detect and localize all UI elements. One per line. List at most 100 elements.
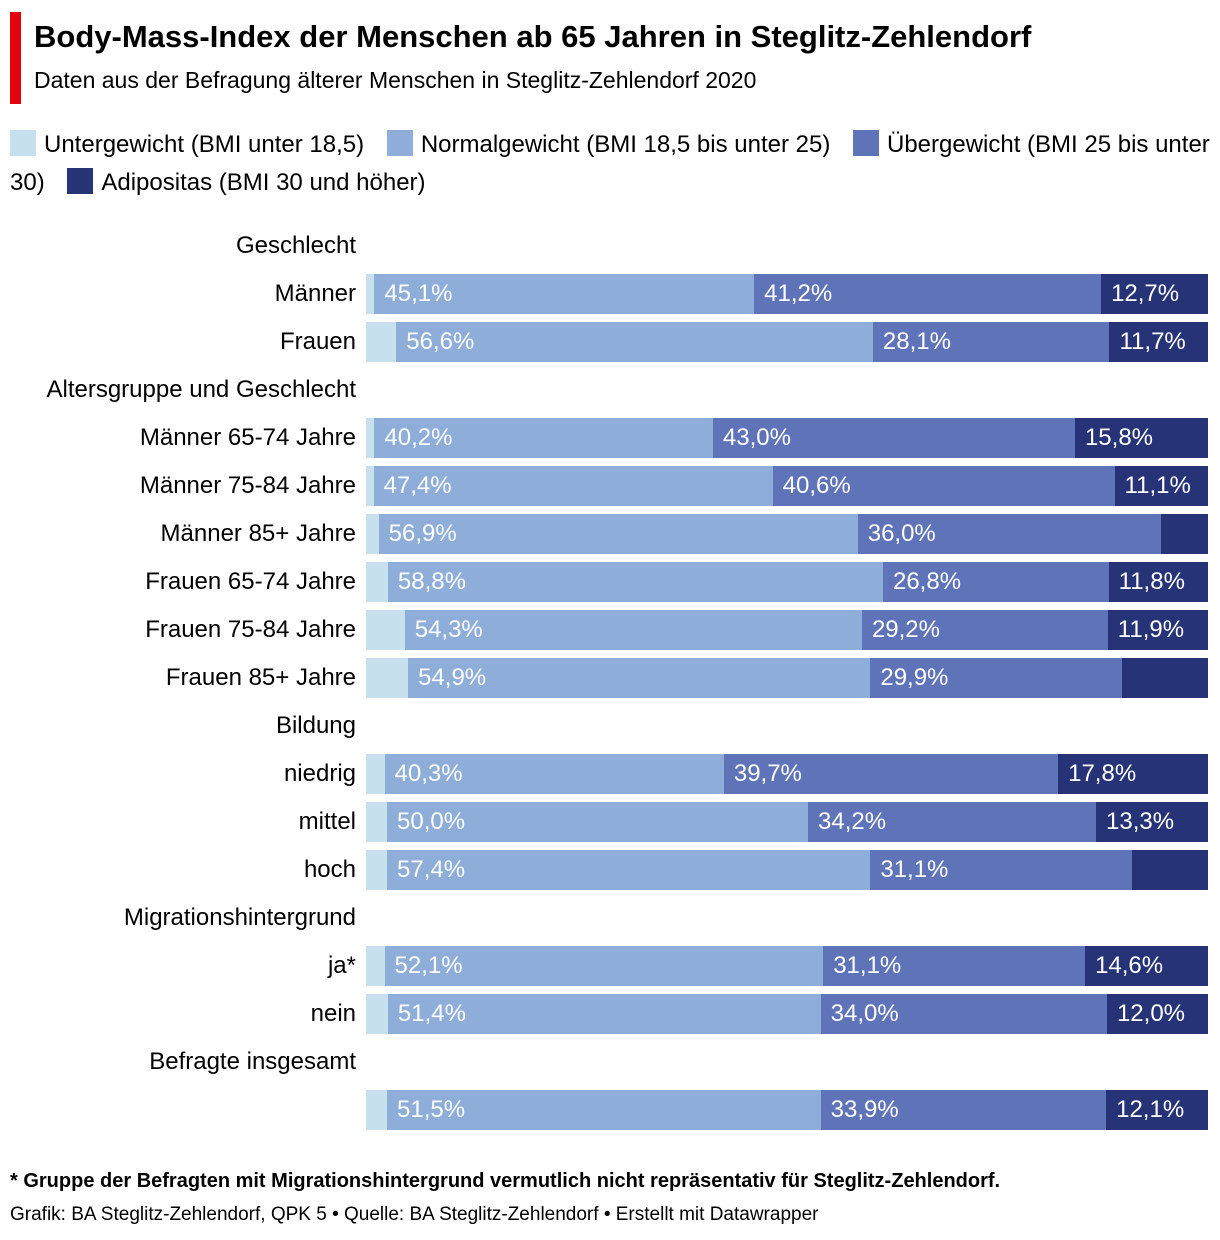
row-label-mittel: mittel bbox=[298, 808, 356, 835]
bar-maenner-75-84-jahre-uebergewicht bbox=[772, 466, 1115, 506]
row-label-maenner: Männer bbox=[274, 280, 356, 307]
bar-insgesamt-normalgewicht bbox=[387, 1090, 821, 1130]
bar-maenner-85-jahre-uebergewicht bbox=[857, 514, 1161, 554]
row-label-niedrig: niedrig bbox=[283, 760, 356, 787]
row-label-hoch: hoch bbox=[303, 856, 356, 883]
bar-label-insgesamt-adipositas: 12,1% bbox=[1116, 1096, 1185, 1123]
bar-frauen-75-84-jahre-adipositas bbox=[1107, 610, 1208, 650]
bar-frauen-85-jahre-untergewicht bbox=[366, 658, 409, 698]
legend-label-uebergewicht: Übergewicht (BMI 25 bis unter 30) bbox=[10, 131, 1210, 196]
bar-label-frauen-75-84-jahre-adipositas: 11,9% bbox=[1117, 616, 1185, 643]
bar-frauen-normalgewicht bbox=[396, 322, 873, 362]
bar-nein-adipositas bbox=[1106, 994, 1208, 1034]
bar-label-maenner-65-74-jahre-uebergewicht: 43,0% bbox=[722, 424, 791, 451]
legend-label-normalgewicht: Normalgewicht (BMI 18,5 bis unter 25) bbox=[420, 131, 831, 158]
bar-label-ja-uebergewicht: 31,1% bbox=[833, 952, 902, 979]
bar-frauen-65-74-jahre-uebergewicht bbox=[882, 562, 1109, 602]
bar-label-mittel-normalgewicht: 50,0% bbox=[397, 808, 466, 835]
bar-label-nein-adipositas: 12,0% bbox=[1116, 1000, 1186, 1027]
bar-mittel-normalgewicht bbox=[387, 802, 809, 842]
bar-frauen-75-84-jahre-uebergewicht bbox=[861, 610, 1108, 650]
legend-swatch-normalgewicht bbox=[386, 130, 413, 156]
bar-label-maenner-65-74-jahre-adipositas: 15,8% bbox=[1084, 424, 1154, 451]
chart-subtitle: Daten aus der Befragung älterer Menschen… bbox=[34, 67, 757, 93]
legend-item-uebergewicht: Übergewicht (BMI 25 bis unter 30) bbox=[10, 130, 1210, 196]
bar-maenner-85-jahre-adipositas bbox=[1160, 514, 1208, 554]
bar-label-frauen-85-jahre-normalgewicht: 54,9% bbox=[418, 664, 487, 691]
bar-label-niedrig-uebergewicht: 39,7% bbox=[733, 760, 802, 787]
bar-label-frauen-65-74-jahre-uebergewicht: 26,8% bbox=[892, 568, 962, 595]
bar-niedrig-uebergewicht bbox=[723, 754, 1059, 794]
legend-swatch-untergewicht bbox=[10, 130, 36, 156]
bar-frauen-65-74-jahre-normalgewicht bbox=[387, 562, 883, 602]
legend-label-adipositas: Adipositas (BMI 30 und höher) bbox=[101, 169, 426, 196]
row-label-frauen-75-84-jahre: Frauen 75-84 Jahre bbox=[145, 616, 356, 643]
bar-ja-uebergewicht bbox=[823, 946, 1086, 986]
bar-label-frauen-75-84-jahre-normalgewicht: 54,3% bbox=[414, 616, 483, 643]
legend-label-untergewicht: Untergewicht (BMI unter 18,5) bbox=[44, 131, 365, 158]
bar-label-maenner-85-jahre-uebergewicht: 36,0% bbox=[867, 520, 936, 547]
bar-label-insgesamt-uebergewicht: 33,9% bbox=[830, 1096, 899, 1123]
bar-label-nein-uebergewicht: 34,0% bbox=[830, 1000, 899, 1027]
bar-label-frauen-normalgewicht: 56,6% bbox=[406, 328, 475, 355]
bar-label-hoch-normalgewicht: 57,4% bbox=[397, 856, 466, 883]
row-label-frauen-85-jahre: Frauen 85+ Jahre bbox=[165, 664, 356, 691]
bar-frauen-75-84-jahre-untergewicht bbox=[366, 610, 405, 650]
row-label-nein: nein bbox=[310, 1000, 356, 1027]
bar-mittel-untergewicht bbox=[366, 802, 388, 842]
bar-maenner-adipositas bbox=[1101, 274, 1208, 314]
bar-label-maenner-75-84-jahre-uebergewicht: 40,6% bbox=[782, 472, 851, 499]
bar-mittel-adipositas bbox=[1096, 802, 1208, 842]
bar-niedrig-adipositas bbox=[1058, 754, 1208, 794]
bar-frauen-adipositas bbox=[1109, 322, 1208, 362]
row-label-maenner-75-84-jahre: Männer 75-84 Jahre bbox=[139, 472, 356, 499]
legend-swatch-uebergewicht bbox=[852, 130, 879, 156]
bar-label-frauen-65-74-jahre-normalgewicht: 58,8% bbox=[397, 568, 466, 595]
row-label-frauen: Frauen bbox=[279, 328, 356, 355]
bar-label-maenner-85-jahre-normalgewicht: 56,9% bbox=[388, 520, 457, 547]
bar-label-ja-normalgewicht: 52,1% bbox=[394, 952, 463, 979]
bar-label-maenner-adipositas: 12,7% bbox=[1111, 280, 1180, 307]
bar-frauen-65-74-jahre-untergewicht bbox=[366, 562, 388, 602]
bar-maenner-65-74-jahre-normalgewicht bbox=[374, 418, 713, 458]
bar-frauen-85-jahre-normalgewicht bbox=[408, 658, 871, 698]
legend-swatch-adipositas bbox=[67, 168, 94, 194]
bar-maenner-85-jahre-untergewicht bbox=[366, 514, 379, 554]
bar-insgesamt-untergewicht bbox=[366, 1090, 388, 1130]
bar-ja-untergewicht bbox=[366, 946, 385, 986]
bar-label-frauen-adipositas: 11,7% bbox=[1119, 328, 1186, 355]
bar-hoch-adipositas bbox=[1132, 850, 1208, 890]
bar-label-maenner-75-84-jahre-normalgewicht: 47,4% bbox=[383, 472, 452, 499]
bar-frauen-uebergewicht bbox=[872, 322, 1110, 362]
bar-label-ja-adipositas: 14,6% bbox=[1095, 952, 1164, 979]
bar-label-maenner-normalgewicht: 45,1% bbox=[384, 280, 453, 307]
bar-label-frauen-75-84-jahre-uebergewicht: 29,2% bbox=[871, 616, 940, 643]
bar-maenner-75-84-jahre-normalgewicht bbox=[373, 466, 773, 506]
bar-nein-uebergewicht bbox=[820, 994, 1107, 1034]
bar-maenner-normalgewicht bbox=[374, 274, 755, 314]
bar-label-mittel-uebergewicht: 34,2% bbox=[818, 808, 887, 835]
bar-mittel-uebergewicht bbox=[808, 802, 1096, 842]
bar-label-mittel-adipositas: 13,3% bbox=[1106, 808, 1175, 835]
bar-hoch-uebergewicht bbox=[870, 850, 1133, 890]
bar-nein-normalgewicht bbox=[387, 994, 821, 1034]
bar-label-frauen-uebergewicht: 28,1% bbox=[882, 328, 951, 355]
bar-niedrig-normalgewicht bbox=[384, 754, 724, 794]
bar-label-maenner-65-74-jahre-normalgewicht: 40,2% bbox=[384, 424, 453, 451]
bar-label-niedrig-normalgewicht: 40,3% bbox=[394, 760, 463, 787]
bar-label-nein-normalgewicht: 51,4% bbox=[397, 1000, 466, 1027]
bar-insgesamt-adipositas bbox=[1106, 1090, 1208, 1130]
bar-hoch-untergewicht bbox=[366, 850, 388, 890]
bar-maenner-65-74-jahre-adipositas bbox=[1074, 418, 1208, 458]
row-label-maenner-65-74-jahre: Männer 65-74 Jahre bbox=[139, 424, 356, 451]
bar-nein-untergewicht bbox=[366, 994, 388, 1034]
bar-label-hoch-uebergewicht: 31,1% bbox=[880, 856, 949, 883]
bar-niedrig-untergewicht bbox=[366, 754, 385, 794]
group-label-bildung: Bildung bbox=[275, 712, 356, 739]
legend-item-adipositas: Adipositas (BMI 30 und höher) bbox=[67, 168, 441, 196]
bar-maenner-75-84-jahre-adipositas bbox=[1114, 466, 1208, 506]
chart-title: Body-Mass-Index der Menschen ab 65 Jahre… bbox=[34, 19, 1032, 54]
row-label-maenner-85-jahre: Männer 85+ Jahre bbox=[160, 520, 356, 547]
legend-item-normalgewicht: Normalgewicht (BMI 18,5 bis unter 25) bbox=[386, 130, 847, 158]
